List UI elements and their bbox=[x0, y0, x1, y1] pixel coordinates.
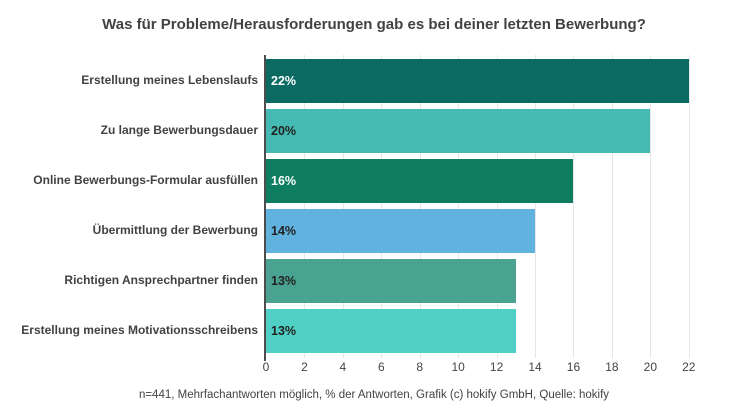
value-label: 13% bbox=[271, 274, 297, 288]
gridline bbox=[535, 55, 537, 358]
x-tick-label: 8 bbox=[416, 360, 424, 374]
gridline bbox=[419, 55, 421, 358]
category-label: Zu lange Bewerbungsdauer bbox=[100, 123, 258, 138]
bar: 13% bbox=[266, 309, 516, 353]
gridline bbox=[573, 55, 575, 358]
chart-title: Was für Probleme/Herausforderungen gab e… bbox=[102, 16, 646, 33]
x-tick-label: 20 bbox=[643, 360, 658, 374]
x-tick-label: 6 bbox=[377, 360, 385, 374]
x-tick-label: 2 bbox=[301, 360, 308, 374]
category-label: Erstellung meines Motivationsschreibens bbox=[21, 323, 258, 338]
bar-row: 22% bbox=[266, 59, 708, 103]
bar: 14% bbox=[266, 209, 536, 253]
bar-row: 14% bbox=[266, 209, 708, 253]
bar-row: 13% bbox=[266, 259, 708, 303]
x-tick-label: 18 bbox=[605, 360, 619, 374]
value-label: 22% bbox=[271, 74, 297, 88]
value-label: 14% bbox=[271, 224, 297, 238]
x-tick-label: 0 bbox=[262, 360, 270, 374]
bar-row: 13% bbox=[266, 309, 708, 353]
category-label: Erstellung meines Lebenslaufs bbox=[81, 73, 258, 88]
gridline bbox=[611, 55, 613, 358]
bar: 22% bbox=[266, 59, 689, 103]
gridline bbox=[381, 55, 383, 358]
gridline bbox=[688, 55, 690, 358]
gridline bbox=[458, 55, 460, 358]
bar: 13% bbox=[266, 259, 516, 303]
bar: 16% bbox=[266, 159, 574, 203]
category-label: Richtigen Ansprechpartner finden bbox=[64, 273, 258, 288]
value-label: 13% bbox=[271, 324, 297, 338]
x-tick-label: 14 bbox=[528, 360, 542, 374]
x-tick-label: 10 bbox=[451, 360, 465, 374]
category-label: Online Bewerbungs-Formular ausfüllen bbox=[33, 173, 258, 188]
plot-area: 22% 20% 16% 14% 13% 13% bbox=[264, 55, 708, 361]
gridline bbox=[304, 55, 306, 358]
x-tick-label: 16 bbox=[566, 360, 581, 374]
bar-row: 16% bbox=[266, 159, 708, 203]
value-label: 16% bbox=[271, 174, 297, 188]
value-label: 20% bbox=[271, 124, 297, 138]
x-tick-label: 12 bbox=[489, 360, 504, 374]
category-label: Übermittlung der Bewerbung bbox=[92, 223, 258, 238]
bar-row: 20% bbox=[266, 109, 708, 153]
gridline bbox=[650, 55, 652, 358]
gridline bbox=[496, 55, 498, 358]
x-tick-label: 4 bbox=[339, 360, 347, 374]
y-axis-line bbox=[264, 55, 266, 361]
chart-footer: n=441, Mehrfachantworten möglich, % der … bbox=[138, 389, 610, 401]
x-tick-label: 22 bbox=[682, 360, 696, 374]
bar: 20% bbox=[266, 109, 651, 153]
gridline bbox=[342, 55, 344, 358]
